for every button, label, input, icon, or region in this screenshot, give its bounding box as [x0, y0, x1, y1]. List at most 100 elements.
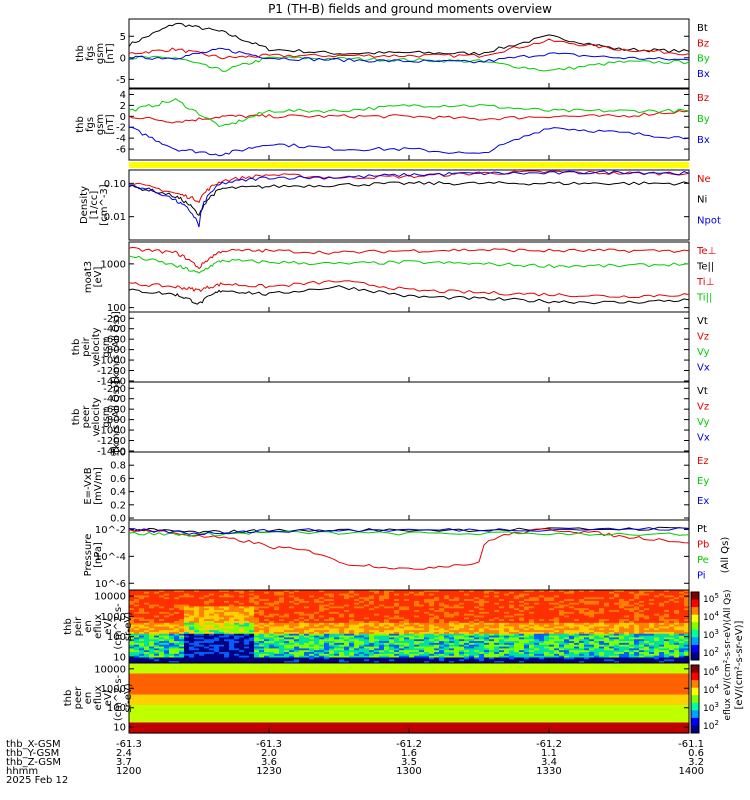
- spec-cell: [554, 608, 560, 611]
- spec-cell: [319, 619, 325, 622]
- spec-cell: [509, 633, 515, 637]
- spec-cell: [599, 655, 605, 659]
- spec-cell: [389, 608, 395, 611]
- spec-cell: [499, 613, 505, 617]
- spec-cell: [224, 610, 230, 613]
- spec-cell: [209, 622, 215, 626]
- spec-cell: [454, 633, 460, 637]
- spec-cell: [179, 631, 185, 635]
- spec-cell: [569, 621, 575, 624]
- spec-cell: [264, 602, 270, 606]
- spec-cell: [519, 599, 525, 602]
- spec-cell: [549, 664, 555, 668]
- spec-cell: [129, 644, 135, 648]
- spec-cell: [569, 622, 575, 626]
- spec-cell: [554, 590, 560, 593]
- spec-cell: [234, 617, 240, 620]
- spec-cell: [509, 639, 515, 642]
- spec-cell: [484, 648, 490, 651]
- spec-cell: [349, 646, 355, 649]
- spec-cell: [509, 663, 515, 666]
- spec-cell: [359, 593, 365, 597]
- spec-cell: [274, 635, 280, 639]
- spec-cell: [534, 604, 540, 608]
- spec-cell: [209, 653, 215, 657]
- spec-cell: [654, 653, 660, 657]
- spec-cell: [204, 648, 210, 651]
- spec-cell: [494, 637, 500, 640]
- spec-cell: [519, 661, 525, 664]
- spec-cell: [464, 646, 470, 649]
- spec-cell: [579, 626, 585, 629]
- spec-cell: [599, 644, 605, 648]
- spec-cell: [519, 637, 525, 640]
- spec-cell: [144, 624, 150, 628]
- spec-cell: [674, 604, 680, 608]
- spec-cell: [454, 664, 460, 668]
- spec-cell: [234, 600, 240, 604]
- spec-cell: [569, 637, 575, 640]
- spec-cell: [419, 664, 425, 668]
- spec-cell: [684, 657, 690, 660]
- spec-cell: [514, 611, 520, 615]
- spec-cell: [169, 606, 175, 609]
- spec-cell: [424, 641, 430, 644]
- spec-cell: [569, 639, 575, 642]
- spec-cell: [334, 655, 340, 659]
- spec-cell: [219, 591, 225, 595]
- spec-cell: [399, 610, 405, 613]
- spec-cell: [424, 628, 430, 631]
- spec-cell: [304, 630, 310, 633]
- spec-cell: [304, 661, 310, 664]
- spec-cell: [154, 617, 160, 620]
- spec-cell: [499, 599, 505, 602]
- spec-cell: [404, 663, 410, 666]
- spec-cell: [219, 633, 225, 637]
- spec-cell: [289, 611, 295, 615]
- spec-cell: [404, 657, 410, 660]
- spec-cell: [559, 655, 565, 659]
- spec-cell: [374, 644, 380, 648]
- spec-cell: [144, 613, 150, 617]
- spec-cell: [604, 610, 610, 613]
- spec-cell: [634, 637, 640, 640]
- spec-cell: [249, 595, 255, 598]
- spec-cell: [514, 621, 520, 624]
- spec-cell: [214, 635, 220, 639]
- series-pressure-Pt: [128, 526, 690, 534]
- spec-cell: [574, 610, 580, 613]
- spec-cell: [229, 624, 235, 628]
- spec-cell: [434, 600, 440, 604]
- spec-cell: [499, 615, 505, 618]
- spec-cell: [169, 641, 175, 644]
- spec-cell: [664, 655, 670, 659]
- spec-cell: [434, 628, 440, 631]
- spec-cell: [684, 659, 690, 662]
- spec-cell: [524, 664, 530, 668]
- spec-cell: [399, 653, 405, 657]
- spec-cell: [554, 659, 560, 662]
- spec-cell: [669, 661, 675, 664]
- spec-cell: [579, 610, 585, 613]
- spec-cell: [324, 624, 330, 628]
- spec-cell: [479, 604, 485, 608]
- spec-cell: [374, 631, 380, 635]
- spec-cell: [219, 621, 225, 624]
- spec-cell: [329, 599, 335, 602]
- spec-cell: [504, 646, 510, 649]
- spec-cell: [504, 611, 510, 615]
- spec-cell: [364, 602, 370, 606]
- spec-cell: [304, 602, 310, 606]
- spec-cell: [474, 650, 480, 653]
- spec-cell: [524, 595, 530, 598]
- spec-cell: [594, 626, 600, 629]
- spec-cell: [639, 631, 645, 635]
- spec-cell: [214, 653, 220, 657]
- spec-cell: [414, 659, 420, 662]
- spec-cell: [609, 624, 615, 628]
- spec-cell: [309, 646, 315, 649]
- spec-cell: [239, 653, 245, 657]
- spec-cell: [634, 657, 640, 660]
- spec-cell: [139, 593, 145, 597]
